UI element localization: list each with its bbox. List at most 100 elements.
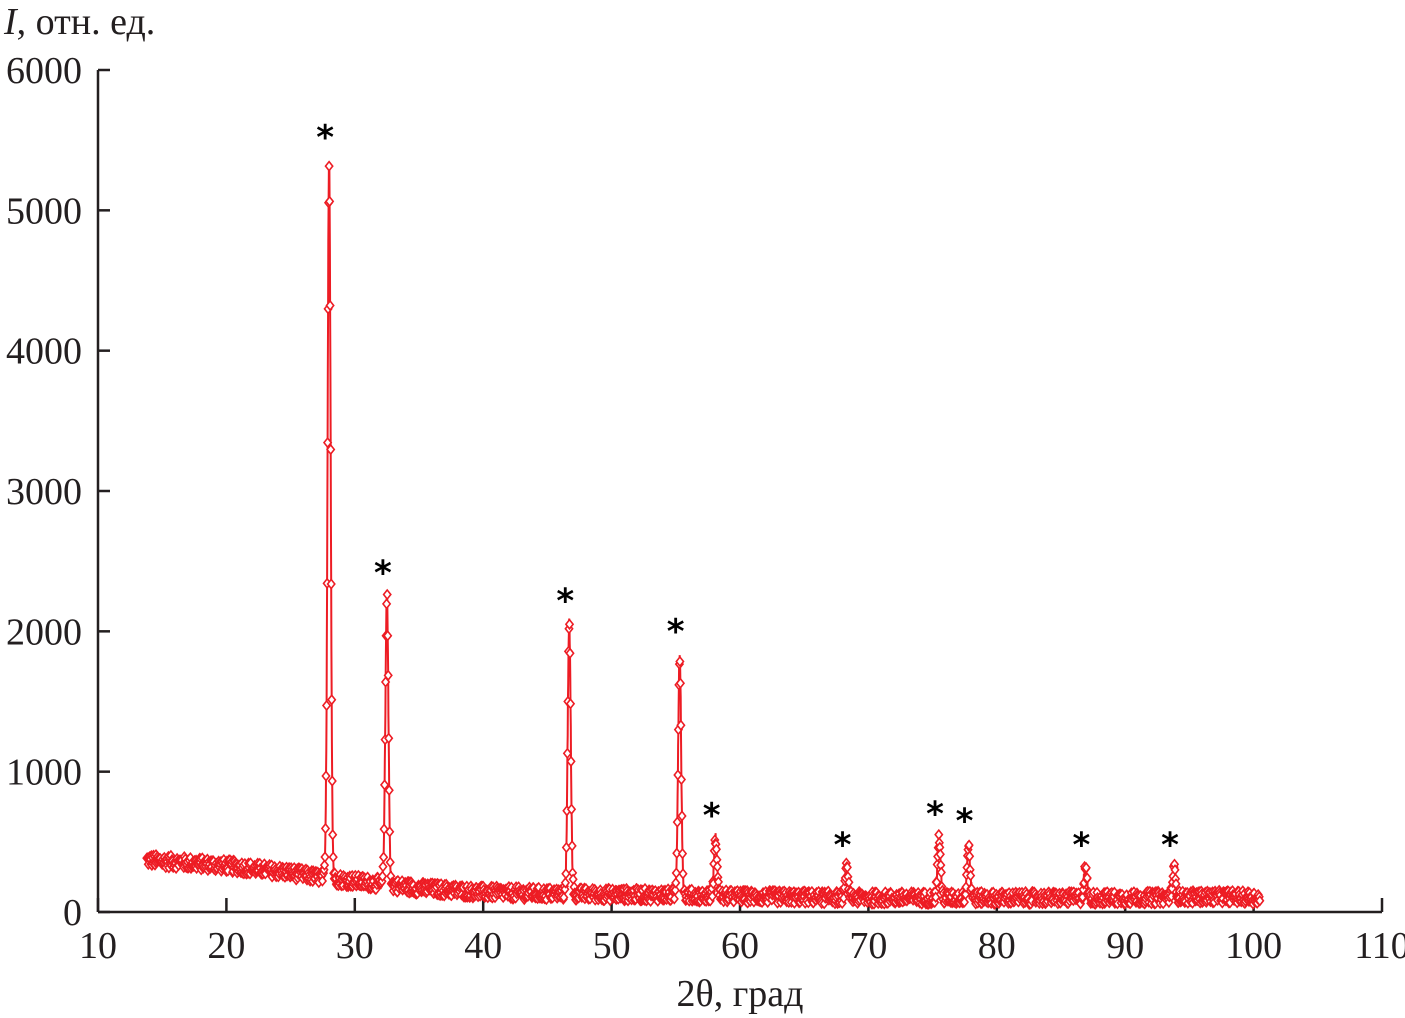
data-point <box>326 443 336 456</box>
data-point <box>936 866 946 879</box>
x-tick-label: 30 <box>336 925 374 967</box>
data-point <box>384 784 394 796</box>
data-point <box>677 810 687 822</box>
data-point <box>565 647 575 659</box>
data-point <box>327 775 337 787</box>
data-point <box>566 803 577 816</box>
data-point <box>324 160 334 172</box>
data-point <box>320 822 331 835</box>
data-point <box>1082 872 1092 884</box>
data-point <box>327 694 337 706</box>
data-point <box>325 299 335 312</box>
data-point <box>964 850 975 863</box>
peak-markers: * * * * * * * * * * <box>316 118 1179 865</box>
peak-marker-star: * <box>667 612 685 652</box>
data-point <box>384 732 394 745</box>
data-point <box>383 629 393 642</box>
data-point <box>385 856 395 869</box>
x-tick-label: 20 <box>207 925 245 967</box>
data-point <box>672 816 682 828</box>
data-point <box>567 840 577 852</box>
data-point <box>377 870 388 883</box>
data-point <box>675 677 686 689</box>
data-point <box>559 891 569 904</box>
y-axis-title: I, отн. ед. <box>3 1 155 43</box>
peak-marker-star: * <box>316 118 334 158</box>
data-point <box>378 851 389 863</box>
data-point <box>712 860 723 873</box>
data-point <box>671 867 681 879</box>
x-tick-label: 50 <box>593 925 631 967</box>
x-tick-label: 40 <box>464 925 502 967</box>
data-point <box>935 848 945 861</box>
data-point <box>378 860 388 873</box>
data-point <box>561 867 571 880</box>
data-point <box>566 755 576 768</box>
peak-marker-star: * <box>1073 825 1091 865</box>
data-point <box>676 719 686 732</box>
data-point <box>959 896 970 908</box>
data-point <box>385 825 395 838</box>
data-point <box>326 578 336 590</box>
data-point <box>678 868 688 880</box>
series-line <box>145 165 1261 907</box>
data-point <box>677 847 688 860</box>
data-point <box>932 876 942 888</box>
data-point <box>671 877 681 889</box>
data-point <box>707 890 717 903</box>
data-point <box>1078 883 1088 896</box>
data-point <box>328 828 338 841</box>
data-point <box>675 655 685 668</box>
data-point <box>383 669 393 682</box>
data-point <box>965 869 976 882</box>
data-point <box>562 747 573 760</box>
data-point <box>676 773 687 786</box>
y-tick-label: 0 <box>63 892 82 934</box>
peak-marker-star: * <box>834 825 852 865</box>
peak-marker-star: * <box>556 581 574 621</box>
data-point <box>379 779 390 791</box>
data-point <box>321 699 332 712</box>
data-point <box>711 843 722 856</box>
x-axis-title: 2θ, град <box>677 973 804 1015</box>
data-point <box>565 697 576 710</box>
data-point <box>321 770 331 782</box>
data-point <box>322 436 333 449</box>
data-point <box>324 195 335 208</box>
x-tick-label: 60 <box>721 925 759 967</box>
data-point <box>381 598 392 610</box>
data-point <box>328 851 338 863</box>
y-axis-unit: , отн. ед. <box>17 1 156 43</box>
y-tick-label: 2000 <box>6 611 82 653</box>
peak-marker-star: * <box>374 553 392 593</box>
y-axis-symbol: I <box>3 1 19 43</box>
y-tick-label: 4000 <box>6 331 82 373</box>
data-point <box>669 893 679 905</box>
data-point <box>1255 895 1265 907</box>
peak-marker-star: * <box>703 796 721 836</box>
data-point <box>670 884 680 896</box>
x-tick-label: 80 <box>978 925 1016 967</box>
data-point <box>672 847 682 859</box>
peak-marker-star: * <box>956 802 974 842</box>
x-tick-label: 10 <box>79 925 117 967</box>
x-tick-label: 100 <box>1225 925 1282 967</box>
y-tick-label: 1000 <box>6 752 82 794</box>
peak-marker-star: * <box>1161 825 1179 865</box>
data-point <box>1171 878 1181 890</box>
x-tick-label: 70 <box>849 925 887 967</box>
y-tick-label: 6000 <box>6 50 82 92</box>
x-tick-label: 110 <box>1354 925 1405 967</box>
xrd-series <box>142 160 1265 911</box>
data-point <box>964 839 974 851</box>
data-point <box>564 618 575 631</box>
x-tick-label: 90 <box>1106 925 1144 967</box>
data-point <box>382 588 392 601</box>
data-point <box>560 883 570 896</box>
peak-marker-star: * <box>926 795 944 835</box>
data-point <box>931 891 941 903</box>
data-point <box>320 851 330 863</box>
data-point <box>319 859 330 871</box>
data-point <box>960 888 971 901</box>
